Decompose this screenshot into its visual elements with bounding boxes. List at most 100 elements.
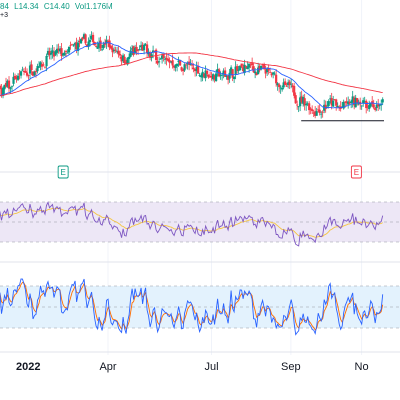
candle-body [305, 104, 308, 106]
candle-body [293, 85, 296, 96]
candle-body [275, 74, 278, 84]
candle-body [157, 61, 161, 63]
candle-body [21, 69, 24, 71]
candle-body [154, 49, 158, 60]
candle-body [87, 41, 90, 47]
candle-body [15, 77, 18, 80]
candle-body [160, 55, 164, 59]
candle-body [320, 113, 323, 115]
candle-body [362, 100, 365, 104]
candle-body [75, 42, 78, 50]
candle-body [142, 44, 146, 51]
candle-body [97, 42, 101, 48]
candle-body [151, 50, 155, 53]
candle-body [58, 48, 62, 52]
candle-body [197, 65, 200, 74]
candle-body [69, 45, 72, 46]
candle-body [213, 75, 216, 80]
candle-body [64, 50, 68, 52]
candle-body [204, 70, 207, 79]
candle-body [31, 71, 35, 76]
candle-body [0, 85, 2, 89]
candle-body [90, 35, 93, 39]
candle-body [279, 87, 282, 89]
candle-body [324, 104, 327, 110]
candle-body [210, 75, 213, 78]
candle-body [336, 106, 339, 108]
candle-body [282, 82, 285, 88]
candle-body [108, 40, 111, 48]
ma-fast-line [0, 42, 383, 109]
candle-body [19, 71, 23, 76]
candle-body [306, 103, 309, 105]
candle-body [264, 69, 267, 74]
candle-body [296, 104, 299, 106]
candle-body [344, 101, 347, 103]
candle-body [236, 66, 239, 71]
candle-body [357, 103, 360, 105]
candle-body [99, 40, 102, 49]
candle-body [139, 45, 143, 48]
candle-body [380, 104, 383, 106]
x-tick-label-3: Sep [281, 361, 301, 373]
candle-body [30, 64, 33, 71]
candle-body [233, 76, 236, 80]
x-tick-label-4: No [355, 361, 369, 373]
candle-body [120, 56, 123, 62]
candle-body [177, 60, 180, 63]
candle-body [79, 39, 83, 44]
candle-body [351, 96, 354, 103]
candle-body [135, 46, 138, 52]
candle-body [299, 97, 302, 107]
candle-body [272, 72, 275, 75]
candle-body [127, 56, 131, 60]
candle-body [354, 97, 357, 108]
x-tick-label-2: Jul [204, 361, 218, 373]
candle-body [45, 55, 48, 67]
candle-body [254, 71, 257, 74]
candle-body [105, 40, 108, 44]
candle-body [243, 64, 246, 73]
candle-body [245, 66, 248, 68]
candle-body [52, 52, 56, 57]
candle-body [189, 64, 192, 65]
candle-body [162, 54, 165, 58]
candle-body [4, 83, 8, 87]
candle-body [350, 101, 353, 103]
candle-body [276, 83, 279, 86]
ohlc-legend: 84 L14.34 C14.40 Vol1.176M [0, 0, 400, 14]
candle-body [114, 49, 117, 51]
candle-body [207, 74, 210, 78]
x-tick-label-1: Apr [99, 361, 116, 373]
candle-body [234, 66, 237, 75]
event-marker-1[interactable]: E [350, 165, 362, 179]
candles [0, 31, 384, 119]
candle-body [249, 64, 252, 66]
candle-body [365, 100, 368, 109]
candle-body [329, 98, 332, 100]
candle-body [270, 73, 273, 76]
candle-body [369, 102, 372, 107]
candle-body [291, 85, 294, 87]
candle-body [237, 69, 240, 71]
candle-body [318, 109, 321, 113]
candle-body [198, 75, 201, 76]
candle-body [209, 76, 212, 78]
candle-body [228, 72, 231, 79]
candle-body [222, 70, 225, 74]
candle-body [182, 69, 185, 72]
candle-body [49, 52, 53, 55]
candle-body [290, 83, 293, 85]
candle-body [206, 70, 209, 74]
candle-body [85, 44, 89, 47]
event-marker-0[interactable]: E [57, 165, 69, 179]
candle-body [342, 101, 345, 109]
indicator-fragment: +3 [0, 12, 8, 19]
candle-body [186, 63, 189, 65]
candle-body [6, 80, 9, 87]
open-value: 84 [0, 2, 9, 11]
candle-body [141, 44, 144, 51]
candle-body [372, 104, 375, 108]
candle-body [61, 53, 65, 56]
